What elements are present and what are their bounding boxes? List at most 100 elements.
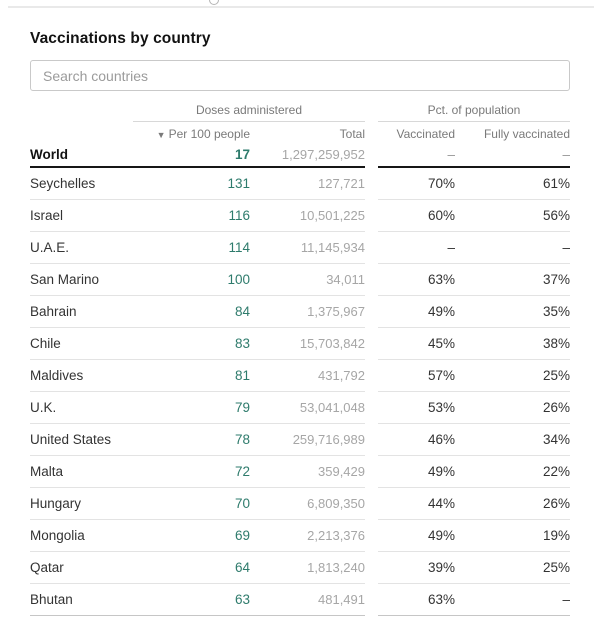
table-row: Maldives 81 431,792 57% 25%: [30, 360, 570, 392]
column-gap: [365, 552, 378, 584]
column-gap: [365, 392, 378, 424]
column-group-row: Doses administered Pct. of population: [30, 99, 570, 122]
column-gap: [365, 424, 378, 456]
table-row: Seychelles 131 127,721 70% 61%: [30, 168, 570, 200]
world-per-100-cell: 17: [133, 143, 250, 168]
total-cell: 10,501,225: [250, 200, 365, 232]
per-100-cell: 72: [133, 456, 250, 488]
fully-vaccinated-cell: 26%: [455, 392, 570, 424]
country-cell: Chile: [30, 328, 133, 360]
column-gap: [365, 360, 378, 392]
column-header-per-100-label: Per 100 people: [168, 127, 250, 141]
table-row: U.A.E. 114 11,145,934 – –: [30, 232, 570, 264]
table-rows: Seychelles 131 127,721 70% 61% Israel 11…: [30, 168, 570, 616]
vaccinated-cell: 49%: [378, 456, 455, 488]
column-gap: [365, 168, 378, 200]
country-cell: Mongolia: [30, 520, 133, 552]
column-gap: [365, 328, 378, 360]
column-header-per-100[interactable]: ▼ Per 100 people: [133, 124, 250, 141]
total-cell: 53,041,048: [250, 392, 365, 424]
table-row: Hungary 70 6,809,350 44% 26%: [30, 488, 570, 520]
country-cell: U.K.: [30, 392, 133, 424]
table-row: Bahrain 84 1,375,967 49% 35%: [30, 296, 570, 328]
fully-vaccinated-cell: 34%: [455, 424, 570, 456]
total-cell: 2,213,376: [250, 520, 365, 552]
world-fully-vaccinated-cell: –: [455, 143, 570, 168]
column-header-total[interactable]: Total: [339, 127, 365, 141]
table-row: Bhutan 63 481,491 63% –: [30, 584, 570, 616]
per-100-cell: 69: [133, 520, 250, 552]
vaccinations-panel: Vaccinations by country Doses administer…: [30, 0, 570, 616]
per-100-cell: 78: [133, 424, 250, 456]
vaccinated-cell: 63%: [378, 584, 455, 616]
column-gap: [365, 520, 378, 552]
per-100-cell: 70: [133, 488, 250, 520]
per-100-cell: 64: [133, 552, 250, 584]
table-row: Malta 72 359,429 49% 22%: [30, 456, 570, 488]
column-gap: [365, 296, 378, 328]
per-100-cell: 114: [133, 232, 250, 264]
country-cell: Seychelles: [30, 168, 133, 200]
column-header-vaccinated[interactable]: Vaccinated: [396, 127, 455, 141]
fully-vaccinated-cell: 37%: [455, 264, 570, 296]
world-country-cell: World: [30, 143, 133, 168]
vaccinated-cell: 60%: [378, 200, 455, 232]
total-cell: 127,721: [250, 168, 365, 200]
fully-vaccinated-cell: 56%: [455, 200, 570, 232]
per-100-cell: 63: [133, 584, 250, 616]
page-top-divider: [8, 6, 594, 8]
country-cell: Bhutan: [30, 584, 133, 616]
section-title: Vaccinations by country: [30, 30, 211, 47]
vaccinated-cell: 39%: [378, 552, 455, 584]
country-cell: Qatar: [30, 552, 133, 584]
table-row: San Marino 100 34,011 63% 37%: [30, 264, 570, 296]
country-cell: Bahrain: [30, 296, 133, 328]
vaccinated-cell: 45%: [378, 328, 455, 360]
table-row: U.K. 79 53,041,048 53% 26%: [30, 392, 570, 424]
total-cell: 481,491: [250, 584, 365, 616]
country-cell: San Marino: [30, 264, 133, 296]
per-100-cell: 116: [133, 200, 250, 232]
fully-vaccinated-cell: 25%: [455, 552, 570, 584]
search-input[interactable]: [30, 60, 570, 91]
per-100-cell: 83: [133, 328, 250, 360]
total-cell: 431,792: [250, 360, 365, 392]
table-row: Chile 83 15,703,842 45% 38%: [30, 328, 570, 360]
total-cell: 34,011: [250, 264, 365, 296]
total-cell: 1,375,967: [250, 296, 365, 328]
fully-vaccinated-cell: 25%: [455, 360, 570, 392]
vaccinated-cell: 44%: [378, 488, 455, 520]
per-100-cell: 79: [133, 392, 250, 424]
per-100-cell: 81: [133, 360, 250, 392]
country-cell: Maldives: [30, 360, 133, 392]
table-row: Mongolia 69 2,213,376 49% 19%: [30, 520, 570, 552]
table-row: United States 78 259,716,989 46% 34%: [30, 424, 570, 456]
total-cell: 359,429: [250, 456, 365, 488]
total-cell: 1,813,240: [250, 552, 365, 584]
vaccinated-cell: 53%: [378, 392, 455, 424]
table-row: Israel 116 10,501,225 60% 56%: [30, 200, 570, 232]
fully-vaccinated-cell: 61%: [455, 168, 570, 200]
vaccinated-cell: 49%: [378, 296, 455, 328]
fully-vaccinated-cell: 35%: [455, 296, 570, 328]
world-row: World 17 1,297,259,952 – –: [30, 143, 570, 168]
total-cell: 15,703,842: [250, 328, 365, 360]
column-gap: [365, 456, 378, 488]
country-cell: U.A.E.: [30, 232, 133, 264]
world-vaccinated-cell: –: [378, 143, 455, 168]
column-gap: [365, 232, 378, 264]
country-cell: United States: [30, 424, 133, 456]
per-100-cell: 131: [133, 168, 250, 200]
country-cell: Hungary: [30, 488, 133, 520]
fully-vaccinated-cell: 22%: [455, 456, 570, 488]
fully-vaccinated-cell: 26%: [455, 488, 570, 520]
column-gap: [365, 264, 378, 296]
total-cell: 11,145,934: [250, 232, 365, 264]
column-header-fully-vaccinated[interactable]: Fully vaccinated: [483, 127, 570, 141]
column-group-pct: Pct. of population: [378, 99, 570, 122]
fully-vaccinated-cell: –: [455, 232, 570, 264]
fully-vaccinated-cell: 38%: [455, 328, 570, 360]
vaccinated-cell: 70%: [378, 168, 455, 200]
vaccinated-cell: 57%: [378, 360, 455, 392]
country-cell: Malta: [30, 456, 133, 488]
